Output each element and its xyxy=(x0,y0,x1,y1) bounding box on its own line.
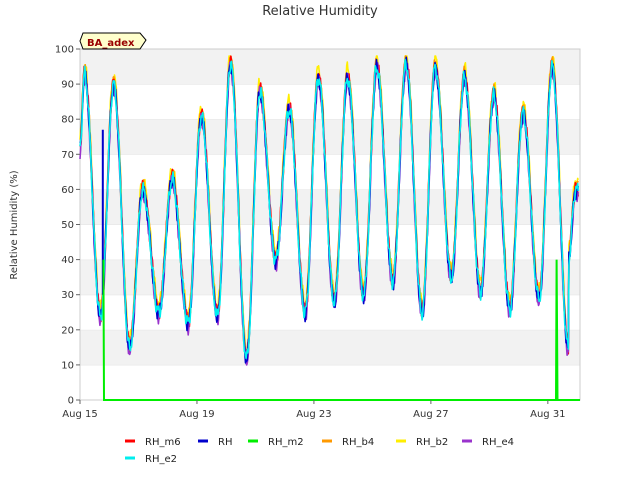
y-tick-label: 20 xyxy=(61,325,74,336)
series-line-rh-e2 xyxy=(79,58,579,360)
grid-band xyxy=(80,49,580,85)
legend-label: RH xyxy=(218,437,232,448)
y-tick-label: 70 xyxy=(61,150,74,161)
plot-background-bands xyxy=(80,48,580,400)
grid-band xyxy=(80,364,580,400)
y-tick-label: 50 xyxy=(61,220,74,231)
series-line-rh-m2 xyxy=(102,259,580,401)
grid-band xyxy=(80,84,580,120)
site-label: BA_adex xyxy=(87,38,135,49)
x-tick-label: Aug 27 xyxy=(413,409,448,420)
y-tick-label: 10 xyxy=(61,360,74,371)
legend-label: RH_e2 xyxy=(145,454,177,465)
x-tick-label: Aug 23 xyxy=(296,409,331,420)
legend-label: RH_e4 xyxy=(482,437,514,448)
y-tick-label: 100 xyxy=(55,45,74,56)
y-axis: 0 10 20 30 40 50 60 70 80 90 100 xyxy=(55,45,80,407)
y-tick-label: 60 xyxy=(61,185,74,196)
x-axis: Aug 15 Aug 19 Aug 23 Aug 27 Aug 31 xyxy=(62,400,566,420)
site-label-box: BA_adex xyxy=(79,32,147,50)
legend-label: RH_m2 xyxy=(268,437,304,448)
y-tick-label: 90 xyxy=(61,80,74,91)
grid-band xyxy=(80,119,580,155)
legend-label: RH_m6 xyxy=(145,437,181,448)
chart-title: Relative Humidity xyxy=(262,4,378,19)
grid-band xyxy=(80,189,580,225)
series-layer xyxy=(79,55,580,401)
legend-label: RH_b2 xyxy=(416,437,448,448)
x-tick-label: Aug 15 xyxy=(62,409,97,420)
x-tick-label: Aug 19 xyxy=(179,409,214,420)
y-tick-label: 80 xyxy=(61,115,74,126)
grid-band xyxy=(80,329,580,365)
legend-label: RH_b4 xyxy=(342,437,374,448)
y-axis-title: Relative Humidity (%) xyxy=(9,170,20,279)
grid-band xyxy=(80,294,580,330)
y-tick-label: 40 xyxy=(61,255,74,266)
legend: RH_m6 RH RH_m2 RH_b4 RH_b2 RH_e4 RH_e2 xyxy=(125,437,514,465)
grid-band xyxy=(80,154,580,190)
y-tick-label: 30 xyxy=(61,290,74,301)
x-tick-label: Aug 31 xyxy=(530,409,565,420)
y-tick-label: 0 xyxy=(68,396,74,407)
